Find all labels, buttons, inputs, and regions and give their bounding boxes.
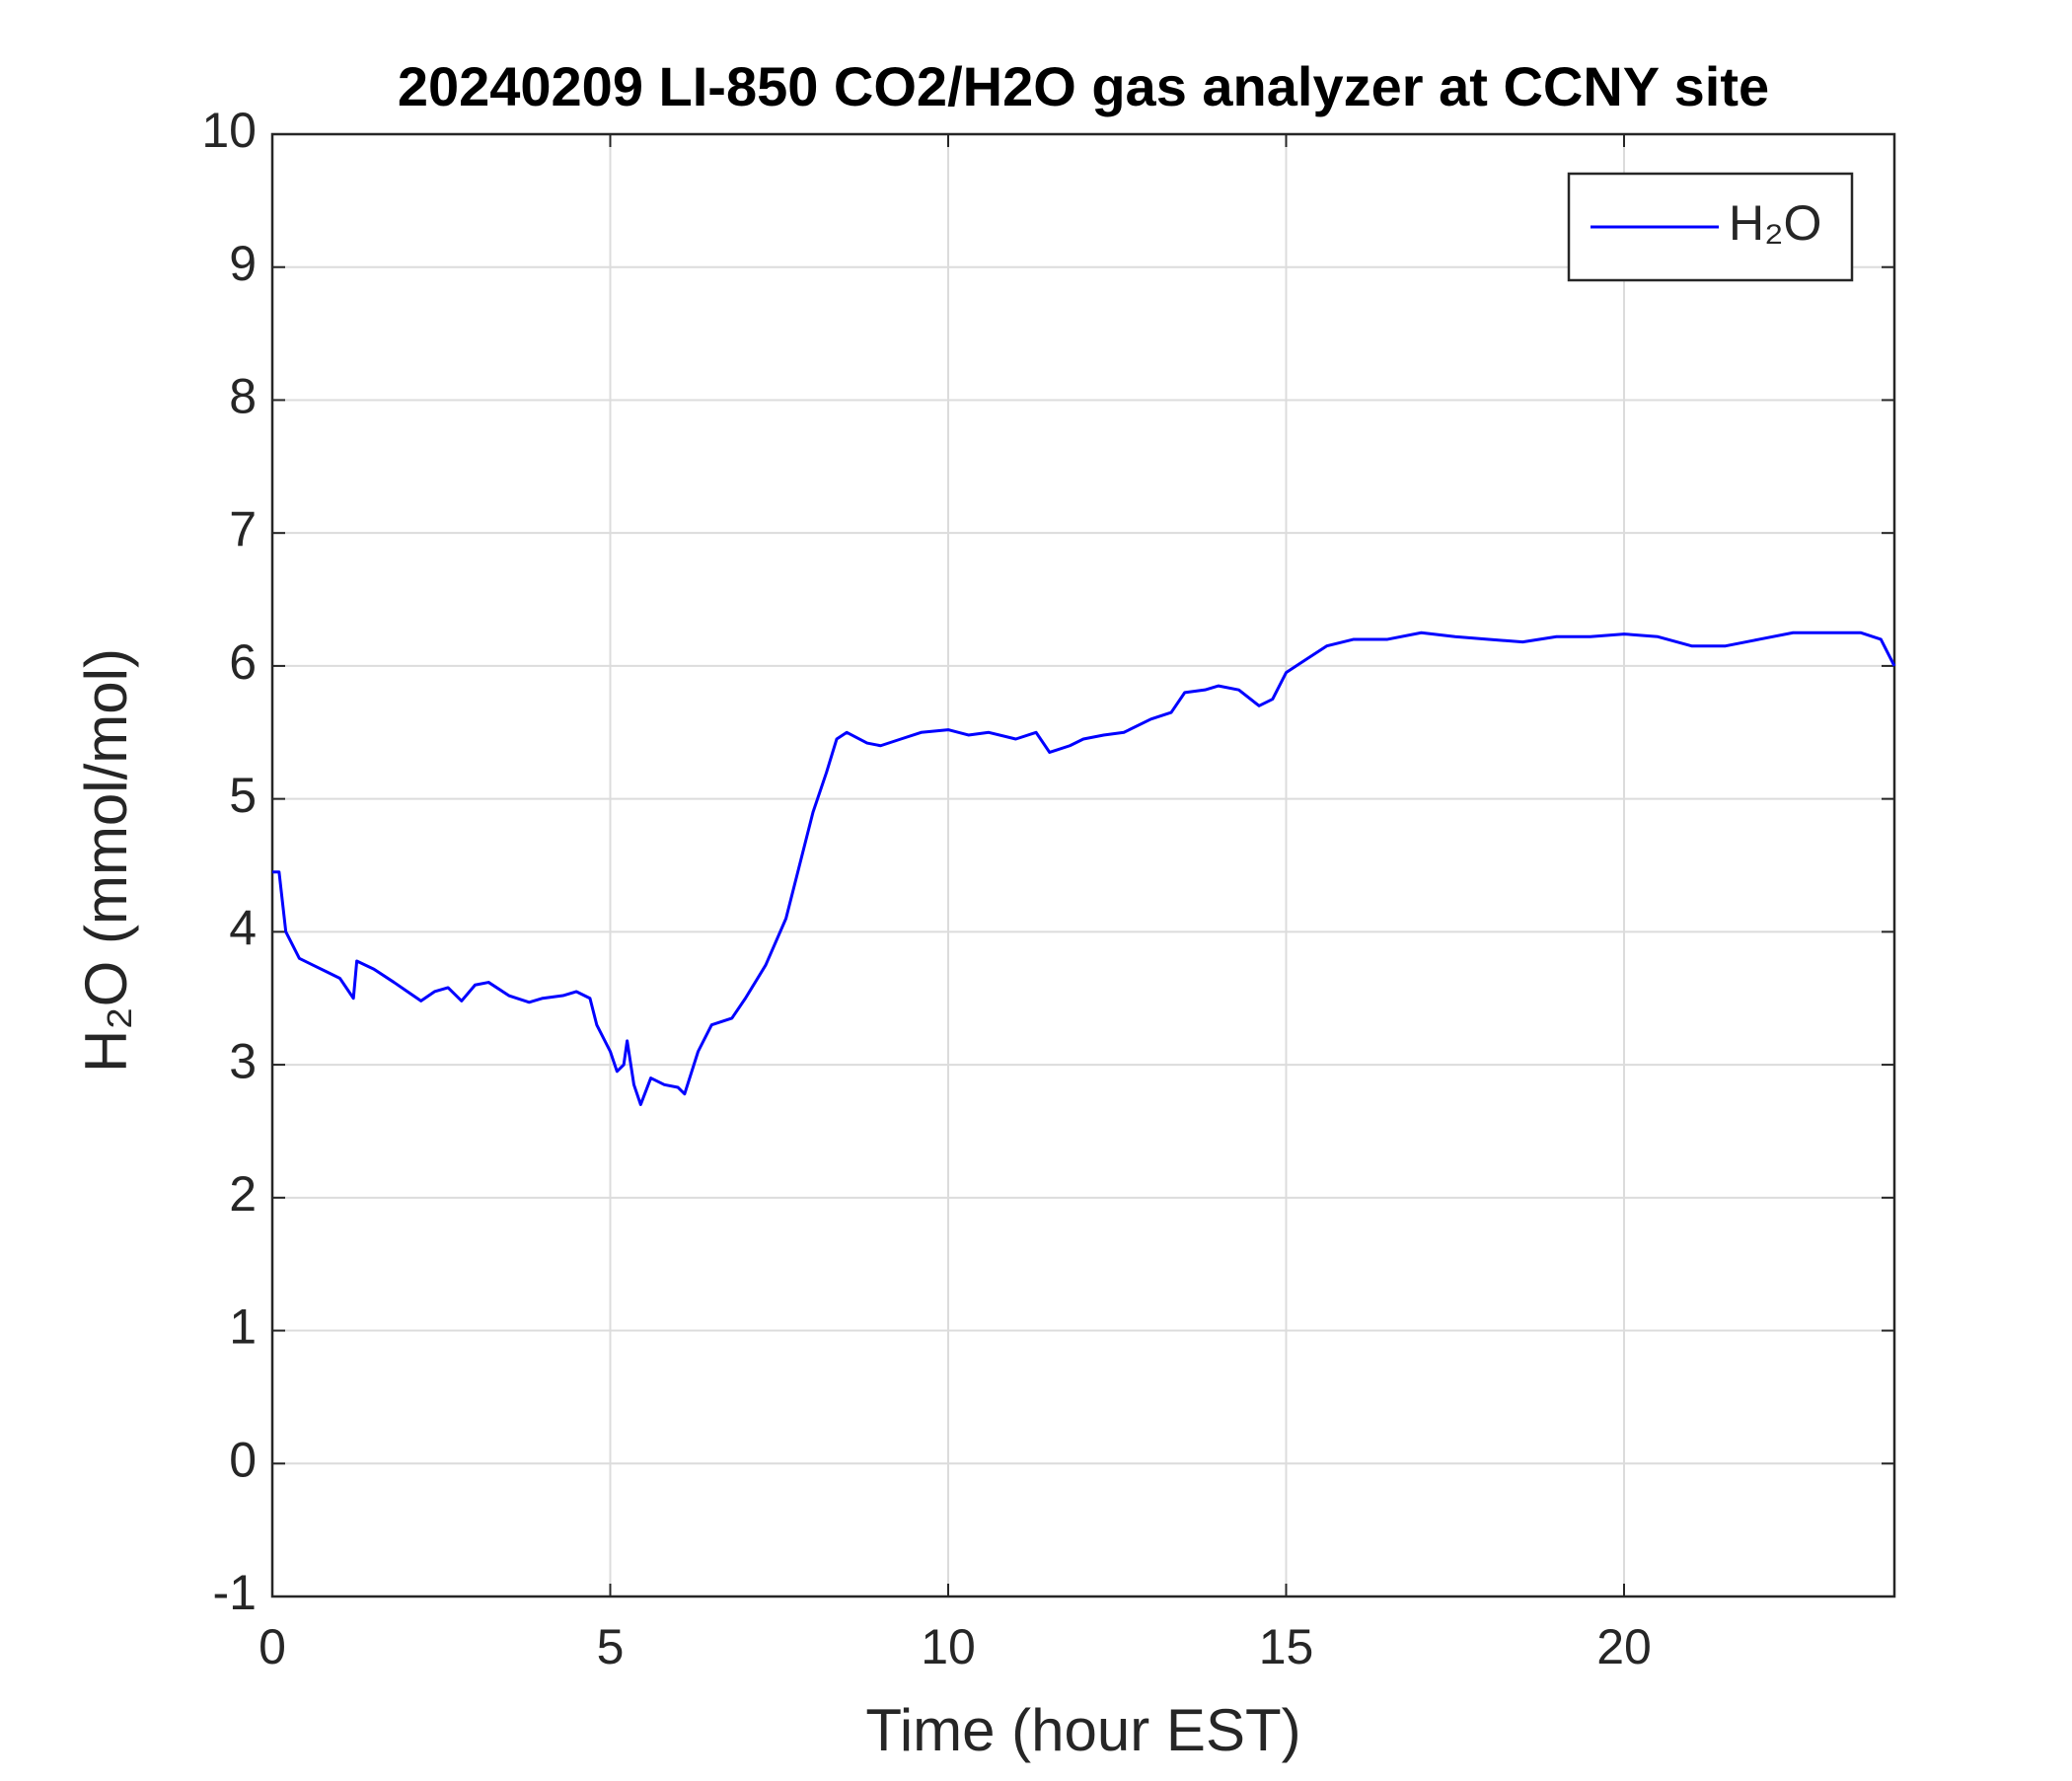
legend-label: H₂O	[1729, 195, 1821, 251]
y-tick-label: 2	[229, 1166, 257, 1222]
x-tick-label: 10	[921, 1619, 976, 1674]
y-tick-label: 3	[229, 1033, 257, 1088]
x-tick-label: 0	[259, 1619, 286, 1674]
y-tick-label: 9	[229, 236, 257, 291]
y-tick-label: 0	[229, 1432, 257, 1487]
y-tick-label: 7	[229, 501, 257, 557]
y-tick-label: 10	[201, 103, 257, 158]
chart-title: 20240209 LI-850 CO2/H2O gas analyzer at …	[398, 55, 1769, 117]
y-axis-label: H₂O (mmol/mol)	[73, 648, 139, 1073]
y-tick-label: 6	[229, 634, 257, 690]
x-tick-label: 5	[597, 1619, 625, 1674]
y-tick-label: 8	[229, 369, 257, 424]
y-tick-label: 5	[229, 768, 257, 823]
x-tick-label: 20	[1596, 1619, 1652, 1674]
data-line	[272, 631, 1896, 1107]
plot-frame	[270, 132, 1896, 1598]
y-tick-label: -1	[213, 1565, 257, 1620]
y-tick-label: 4	[229, 901, 257, 956]
y-tick-label: 1	[229, 1299, 257, 1355]
x-axis-label: Time (hour EST)	[865, 1697, 1300, 1763]
x-tick-label: 15	[1259, 1619, 1314, 1674]
